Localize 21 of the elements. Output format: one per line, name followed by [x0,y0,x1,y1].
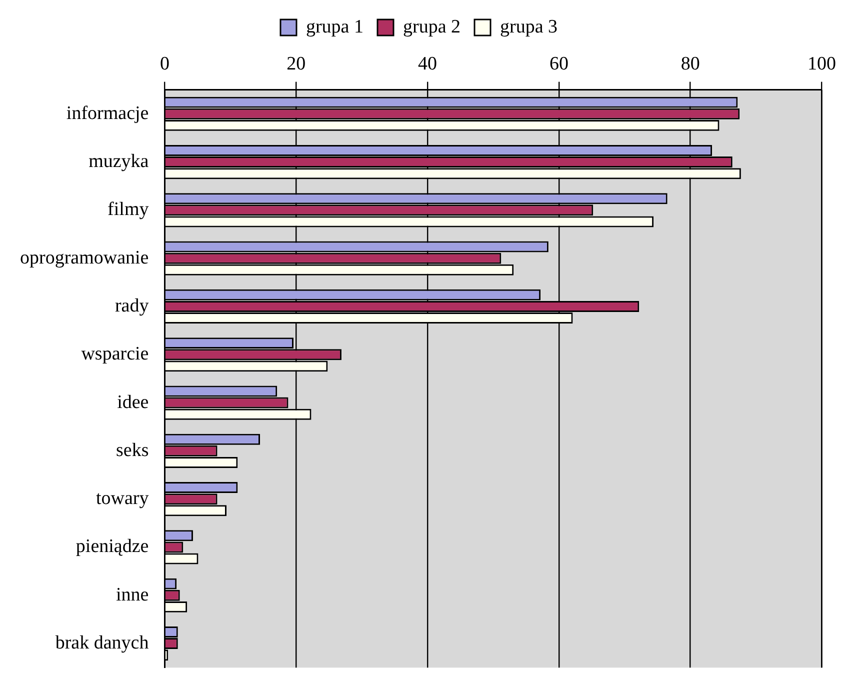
y-tick-label: towary [96,488,150,510]
y-tick-label: muzyka [88,151,150,172]
x-tick-label: 40 [418,53,438,74]
y-tick-label: rady [114,295,150,316]
x-tick-label: 80 [680,53,700,74]
x-tick-label: 60 [549,53,568,74]
x-tick-label: 100 [808,53,836,74]
y-tick-label: wsparcie [81,344,149,365]
legend-label: grupa 3 [500,16,558,38]
y-tick-label: inne [116,584,149,606]
legend-label: grupa 2 [402,16,461,38]
legend-label: grupa 1 [306,16,364,38]
y-tick-label: pieniądze [76,536,149,558]
y-tick-label: informacje [66,102,149,124]
y-tick-label: idee [117,392,149,413]
y-tick-label: filmy [108,199,150,220]
x-tick-label: 20 [286,53,306,74]
x-tick-label: 0 [160,53,170,74]
y-tick-label: oprogramowanie [20,247,149,268]
y-tick-label: seks [116,440,149,461]
y-tick-label: brak danych [55,632,150,654]
